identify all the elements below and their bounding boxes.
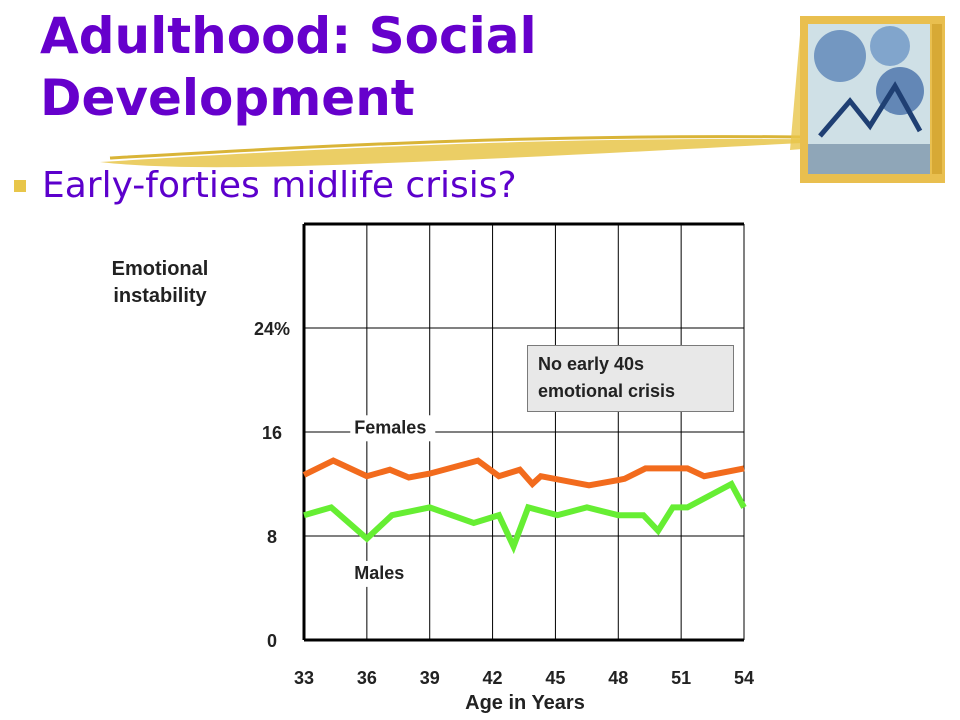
x-tick-label: 36 bbox=[357, 668, 377, 688]
x-axis-title: Age in Years bbox=[465, 692, 585, 714]
y-tick-label: 8 bbox=[267, 527, 277, 547]
y-tick-label: 16 bbox=[262, 423, 282, 443]
book-cover-picture bbox=[800, 16, 945, 183]
x-tick-label: 42 bbox=[483, 668, 503, 688]
series-label-bg bbox=[350, 415, 436, 442]
series-line-males bbox=[303, 479, 747, 555]
y-tick-label: 24% bbox=[254, 319, 290, 339]
bullet-item: Early-forties midlife crisis? bbox=[14, 165, 517, 206]
x-tick-label: 48 bbox=[608, 668, 628, 688]
bullet-text: Early-forties midlife crisis? bbox=[42, 165, 517, 206]
annotation-box: No early 40s emotional crisis bbox=[527, 345, 734, 412]
bullet-square-icon bbox=[14, 179, 26, 192]
y-axis-label: Emotional instability bbox=[111, 258, 209, 307]
x-tick-label: 54 bbox=[734, 668, 754, 688]
series-label-bg bbox=[350, 560, 414, 587]
series-label-females: Females bbox=[354, 417, 426, 437]
series-line-females bbox=[302, 457, 745, 489]
x-tick-label: 51 bbox=[671, 668, 691, 688]
x-tick-label: 39 bbox=[420, 668, 440, 688]
x-tick-label: 45 bbox=[545, 668, 565, 688]
slide-title: Adulthood: Social Development bbox=[40, 7, 537, 127]
x-tick-label: 33 bbox=[294, 668, 314, 688]
series-label-males: Males bbox=[354, 563, 404, 583]
y-tick-label: 0 bbox=[267, 631, 277, 651]
